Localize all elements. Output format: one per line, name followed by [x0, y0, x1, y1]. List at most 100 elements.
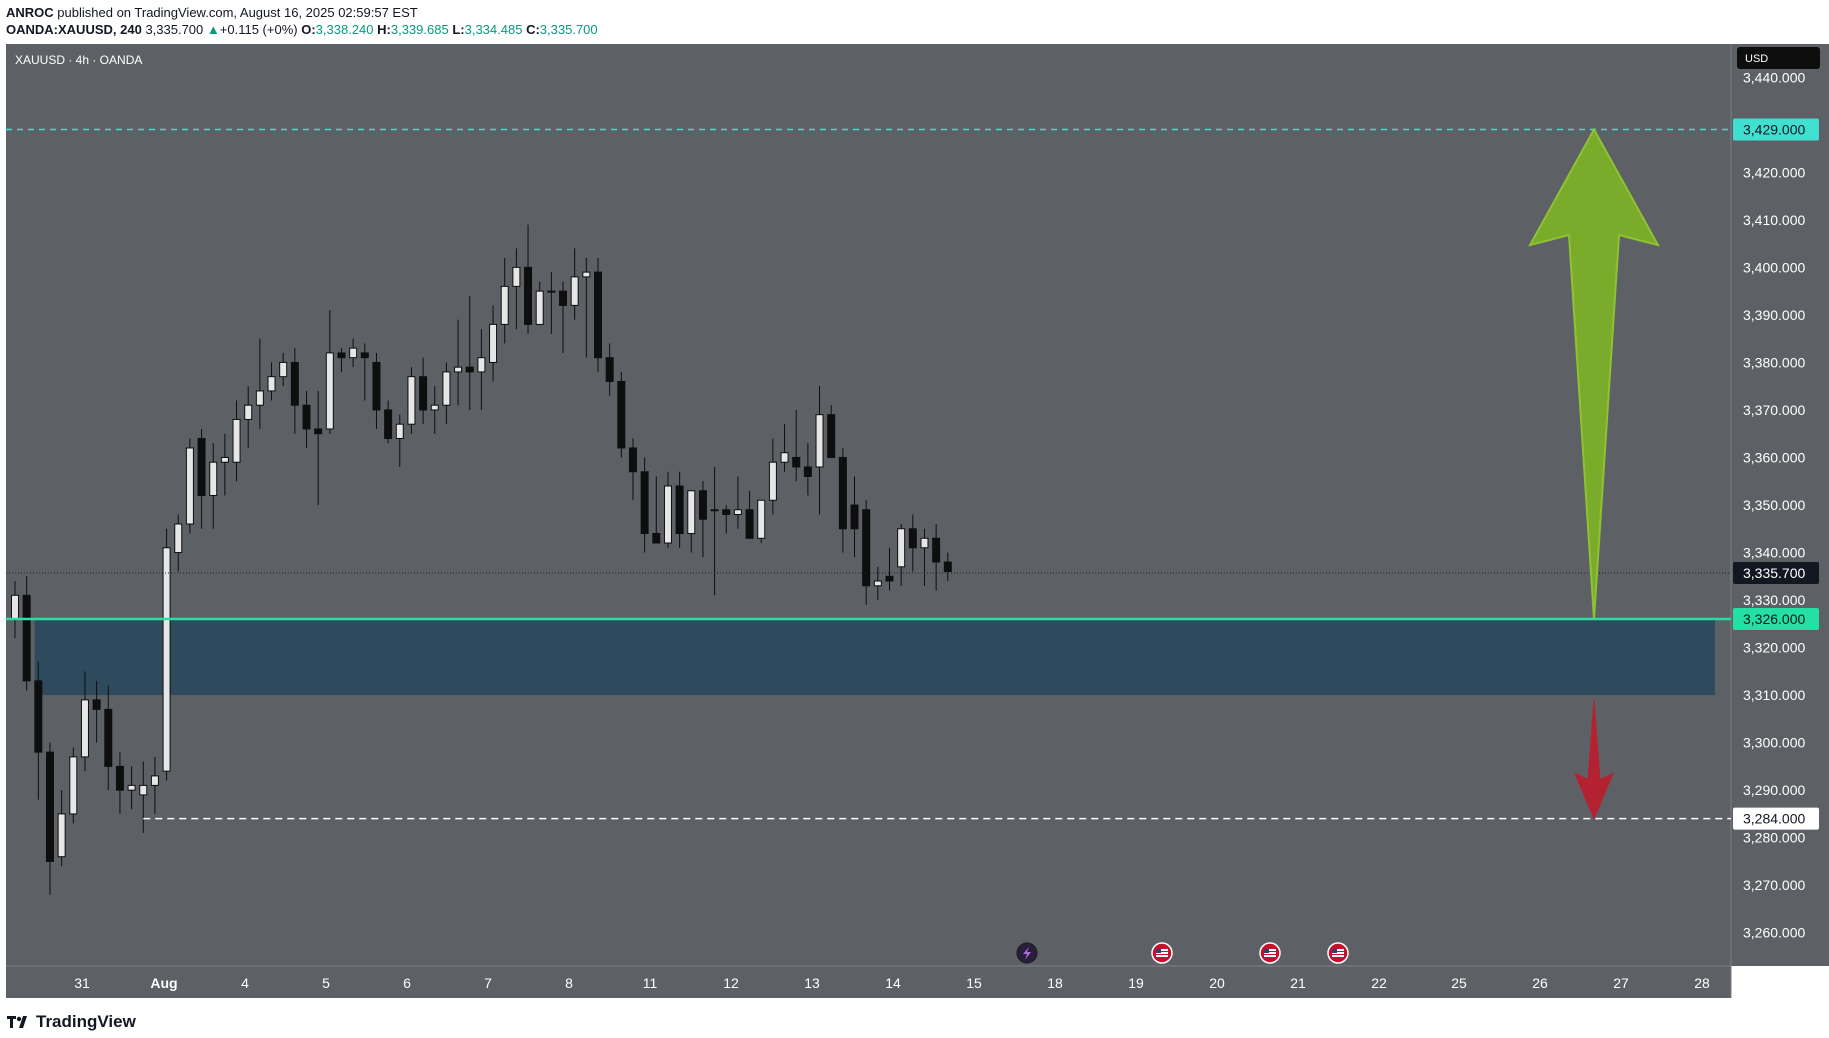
y-tick-label: 3,440.000: [1743, 69, 1805, 85]
tradingview-logo[interactable]: TradingView: [6, 1010, 136, 1034]
us-flag-event-icon[interactable]: [1259, 942, 1281, 964]
bull-candle: [547, 290, 556, 293]
bull-candle: [815, 414, 824, 468]
x-tick-label: 27: [1613, 975, 1629, 991]
bull-candle: [757, 499, 766, 539]
x-tick-label: 19: [1128, 975, 1144, 991]
low-value: 3,334.485: [464, 22, 523, 37]
us-flag-event-icon[interactable]: [1327, 942, 1349, 964]
chart-title: XAUUSD · 4h · OANDA: [15, 53, 142, 67]
close-value: 3,335.700: [539, 22, 598, 37]
high-label: H:: [377, 22, 391, 37]
bull-candle: [663, 485, 672, 544]
bull-candle: [232, 418, 241, 463]
x-axis: 31 Aug 4 5 6 7 8 11 12 13 14 15 18 19 20 21 22 25 26 27 28: [74, 975, 1710, 991]
open-value: 3,338.240: [315, 22, 374, 37]
y-tick-label: 3,280.000: [1743, 830, 1805, 846]
y-tick-label: 3,320.000: [1743, 640, 1805, 656]
bull-candle: [407, 376, 416, 425]
y-tick-label: 3,370.000: [1743, 402, 1805, 418]
tradingview-logo-icon: [7, 1016, 27, 1028]
bear-candle: [92, 699, 101, 710]
target-price-tag-bg: [1733, 118, 1819, 141]
plot-background: [6, 44, 1731, 966]
bull-candle: [582, 271, 591, 278]
bear-candle: [34, 680, 43, 753]
brand-name: TradingView: [36, 1012, 136, 1031]
close-label: C:: [526, 22, 540, 37]
bear-candle: [302, 404, 311, 430]
x-tick-label: 14: [885, 975, 901, 991]
y-tick-label: 3,310.000: [1743, 687, 1805, 703]
bear-candle: [314, 428, 323, 435]
bear-candle: [337, 352, 346, 359]
x-tick-label: 21: [1290, 975, 1306, 991]
y-tick-label: 3,350.000: [1743, 497, 1805, 513]
low-price-tag: 3,284.000: [1743, 811, 1805, 827]
bear-candle: [675, 485, 684, 535]
bull-candle: [430, 404, 439, 411]
y-tick-label: 3,400.000: [1743, 259, 1805, 275]
us-flag-event-icon[interactable]: [1151, 942, 1173, 964]
bull-candle: [57, 813, 66, 858]
current-price-tag-bg: [1733, 561, 1819, 584]
bear-candle: [419, 376, 428, 411]
bear-candle: [360, 352, 369, 359]
bear-candle: [698, 490, 707, 520]
y-tick-label: 3,290.000: [1743, 782, 1805, 798]
bear-candle: [628, 447, 637, 473]
bull-candle: [500, 285, 509, 325]
x-tick-label: 22: [1371, 975, 1387, 991]
bull-candle: [454, 366, 463, 373]
current-price-tag: 3,335.700: [1743, 565, 1805, 581]
lightning-event-icon[interactable]: [1016, 942, 1038, 964]
x-tick-label: 5: [322, 975, 330, 991]
price-chart[interactable]: 3,260.000 3,270.000 3,280.000 3,290.000 3,30…: [0, 40, 1829, 1005]
support-price-tag: 3,326.000: [1743, 611, 1805, 627]
demand-zone: [34, 619, 1715, 696]
flag-field: [1264, 949, 1276, 957]
bear-candle: [594, 271, 602, 359]
y-tick-label: 3,390.000: [1743, 307, 1805, 323]
low-label: L:: [452, 22, 465, 37]
bull-candle: [80, 699, 89, 758]
bear-candle: [465, 366, 474, 373]
bull-candle: [279, 361, 288, 378]
x-tick-label: 28: [1694, 975, 1710, 991]
x-tick-label: 15: [966, 975, 982, 991]
levels-layer: [6, 128, 1731, 820]
symbol-line: OANDA:XAUUSD, 240: [6, 22, 142, 37]
bull-candle: [162, 547, 171, 772]
y-tick-label: 3,260.000: [1743, 925, 1805, 941]
author-name[interactable]: ANROC: [6, 5, 54, 20]
support-price-tag-bg: [1733, 608, 1819, 631]
publisher-line: ANROC published on TradingView.com, Augu…: [6, 5, 418, 20]
bear-candle: [372, 361, 381, 411]
candles-layer: [11, 224, 952, 895]
time-scale[interactable]: [6, 966, 1731, 998]
bull-candle: [512, 266, 521, 287]
bear-candle: [605, 357, 614, 382]
arrows-layer: [1528, 127, 1660, 820]
bear-candle: [722, 509, 731, 516]
bear-candle: [384, 409, 393, 439]
flag-canton: [1156, 949, 1161, 953]
x-tick-label: 25: [1451, 975, 1467, 991]
y-tick-label: 3,420.000: [1743, 164, 1805, 180]
currency-badge[interactable]: [1737, 47, 1820, 69]
bull-candle: [873, 580, 882, 587]
bear-candle: [885, 575, 894, 582]
x-tick-label: 12: [723, 975, 739, 991]
bull-candle: [570, 276, 579, 306]
bear-candle: [803, 466, 812, 477]
x-tick-label: 13: [804, 975, 820, 991]
bull-candle: [442, 371, 451, 406]
y-axis: 3,260.000 3,270.000 3,280.000 3,290.000 3,30…: [1733, 69, 1819, 941]
lightning-bolt: [1023, 947, 1031, 960]
y-tick-label: 3,410.000: [1743, 212, 1805, 228]
flag-canton: [1264, 949, 1269, 953]
bull-candle: [150, 775, 159, 786]
flag-field: [1332, 949, 1344, 957]
bear-candle: [652, 533, 661, 544]
bull-candle: [780, 452, 789, 463]
